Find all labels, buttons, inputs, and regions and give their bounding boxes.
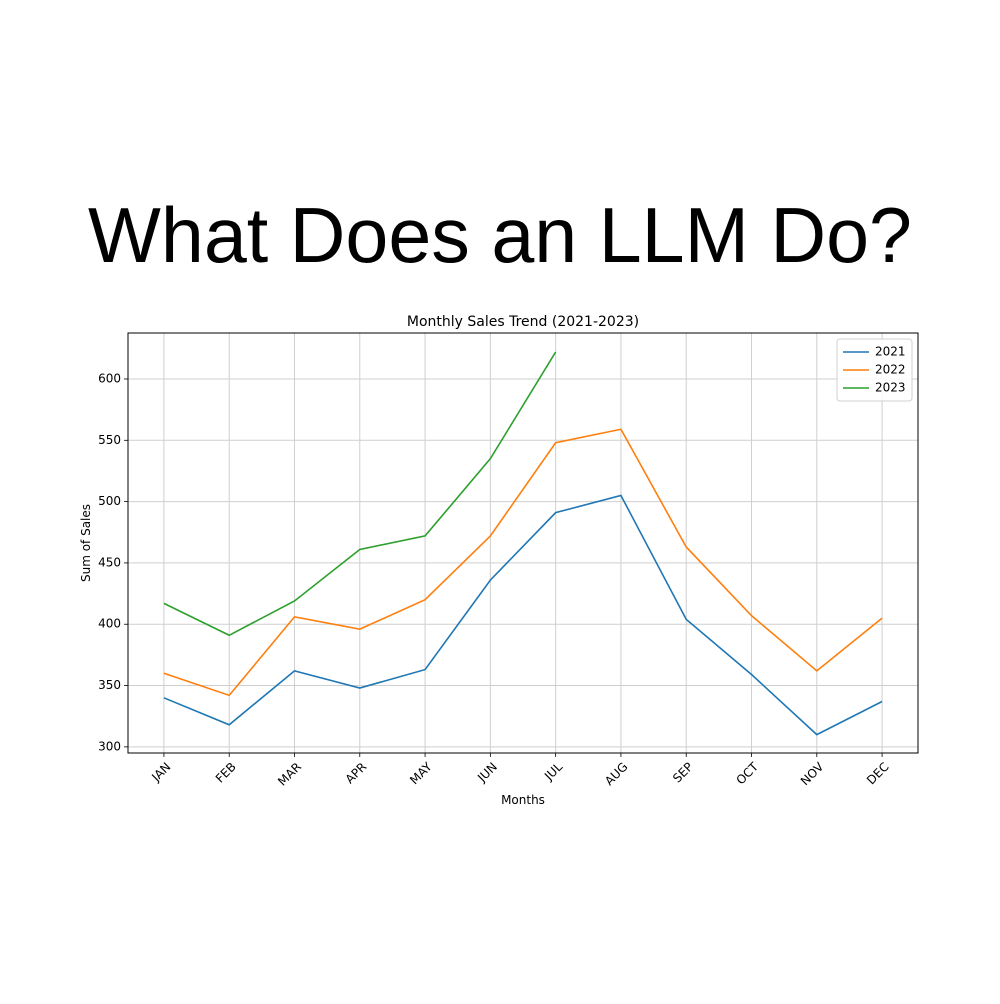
y-tick-label: 300 xyxy=(98,739,121,753)
x-tick-label: SEP xyxy=(670,760,696,786)
series-line xyxy=(163,428,883,697)
legend-label: 2021 xyxy=(875,345,906,359)
legend-label: 2022 xyxy=(875,363,906,377)
x-tick-label: NOV xyxy=(798,759,827,788)
legend-label: 2023 xyxy=(875,381,906,395)
x-tick-label: JAN xyxy=(148,760,173,785)
y-tick-label: 600 xyxy=(98,371,121,385)
x-tick-label: MAR xyxy=(275,760,304,789)
x-tick-label: JUN xyxy=(474,760,500,786)
series-line xyxy=(163,494,883,736)
x-tick-label: APR xyxy=(343,760,370,787)
slide-heading: What Does an LLM Do? xyxy=(88,191,912,279)
legend: 2021 2022 2023 xyxy=(836,338,913,402)
x-tick-label: FEB xyxy=(213,760,239,786)
x-tick-label: AUG xyxy=(602,760,630,788)
y-tick-label: 350 xyxy=(98,678,121,692)
x-axis-label: Months xyxy=(501,793,545,807)
y-tick-label: 400 xyxy=(98,617,121,631)
x-tick-label: JUL xyxy=(541,759,565,783)
y-tick-label: 500 xyxy=(98,494,121,508)
x-tick-label: DEC xyxy=(864,760,892,788)
plot-frame xyxy=(127,332,919,754)
x-tick-label: OCT xyxy=(733,759,761,787)
x-tick-label: MAY xyxy=(407,759,435,787)
y-axis-label: Sum of Sales xyxy=(79,504,93,582)
series-line xyxy=(163,351,557,637)
y-tick-label: 550 xyxy=(98,433,121,447)
chart-title: Monthly Sales Trend (2021-2023) xyxy=(407,314,639,330)
y-tick-label: 450 xyxy=(98,555,121,569)
legend-box xyxy=(836,338,913,402)
